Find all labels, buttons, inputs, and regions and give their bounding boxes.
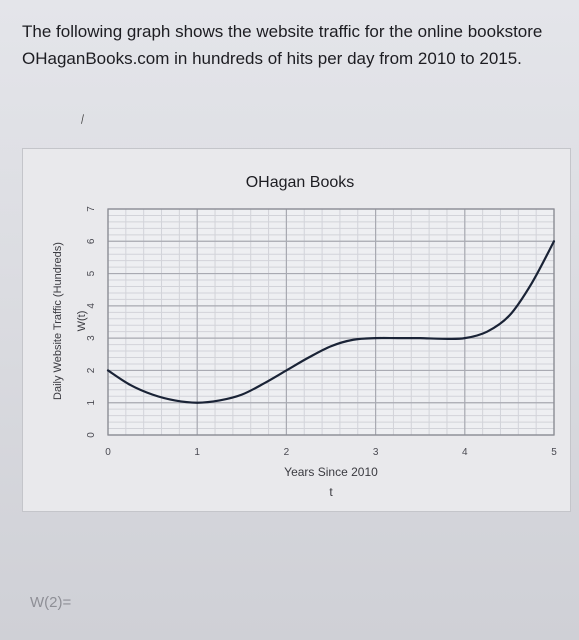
plot-border [107, 208, 555, 436]
x-axis-label: Years Since 2010 [284, 465, 378, 479]
y-tick-label: 1 [86, 399, 97, 405]
answer-prompt[interactable]: W(2)= [30, 594, 72, 611]
x-tick-label: 0 [105, 447, 111, 458]
x-axis-variable: t [329, 485, 333, 499]
tick-layer: 0 1 2 3 4 5 0 1 2 3 4 5 6 7 [86, 206, 557, 458]
y-axis-label: Daily Website Traffic (Hundreds) [52, 242, 64, 400]
chart-svg: OHagan Books 0 1 2 3 4 5 0 1 2 3 4 5 6 7 Years Since … [52, 174, 557, 499]
chart-frame: OHagan Books 0 1 2 3 4 5 0 1 2 3 4 5 6 7 Years Since … [22, 148, 571, 512]
x-tick-label: 2 [284, 447, 290, 458]
series-line [106, 240, 556, 404]
question-text: The following graph shows the website tr… [22, 22, 543, 68]
series-layer [106, 240, 556, 404]
stray-mark: ⁄ [79, 112, 87, 126]
y-tick-label: 4 [86, 303, 97, 309]
grid-layer [107, 208, 555, 436]
x-tick-label: 5 [551, 447, 557, 458]
x-tick-label: 3 [373, 447, 379, 458]
y-tick-label: 0 [86, 432, 97, 438]
plot-area [108, 209, 554, 435]
chart-title: OHagan Books [246, 174, 355, 191]
x-tick-label: 4 [462, 447, 468, 458]
y-tick-label: 6 [86, 238, 97, 244]
y-tick-label: 3 [86, 335, 97, 341]
y-tick-label: 7 [86, 206, 97, 212]
y-tick-label: 2 [86, 367, 97, 373]
y-tick-label: 5 [86, 270, 97, 276]
x-tick-label: 1 [194, 447, 200, 458]
y-axis-variable: W(t) [76, 311, 88, 332]
